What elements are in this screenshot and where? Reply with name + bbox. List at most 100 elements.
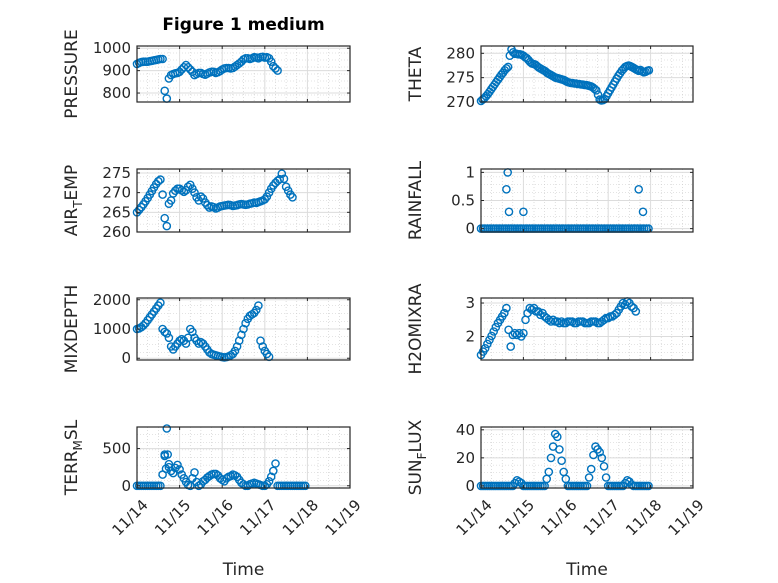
data-point [546, 317, 556, 326]
data-point [586, 464, 596, 474]
data-point [288, 192, 297, 202]
data-point [260, 481, 270, 491]
data-point [489, 327, 499, 336]
data-point [181, 339, 191, 348]
axes-box [136, 426, 351, 489]
y-tick-label: 40 [456, 421, 475, 439]
data-point [499, 308, 509, 318]
data-point [599, 461, 609, 471]
data-point [557, 456, 566, 466]
data-point [610, 310, 619, 320]
y-tick-label: 275 [446, 69, 475, 87]
data-point [241, 318, 250, 328]
axes-box [480, 297, 694, 361]
data-point [173, 460, 182, 470]
data-point [160, 213, 169, 223]
data-point [185, 481, 195, 491]
y-tick-label: 900 [102, 62, 131, 80]
axes-box [480, 45, 694, 103]
data-point [183, 333, 193, 343]
y-axis-label: SUNFLUX [406, 419, 429, 495]
data-point [510, 328, 520, 338]
data-point [139, 321, 148, 330]
data-point [553, 432, 562, 442]
data-point [162, 221, 172, 231]
axes-box [136, 45, 351, 103]
data-point [181, 60, 191, 70]
data-point [247, 310, 257, 319]
y-tick-label: 0 [465, 477, 475, 495]
y-tick-label: 0 [465, 220, 475, 238]
data-point [163, 450, 172, 459]
subplot-mixdepth: 0 1000 2000 MIXDEPTH [62, 285, 351, 373]
y-tick-label: 500 [102, 440, 131, 458]
data-point [491, 322, 501, 332]
data-point [627, 302, 636, 311]
subplot-h2omixra: 2 3 H2OMIXRA [406, 283, 694, 375]
data-point [603, 313, 613, 323]
data-point [268, 61, 278, 71]
x-axis-label: Time [565, 560, 608, 580]
data-point [638, 207, 648, 217]
y-tick-label: 280 [446, 44, 475, 62]
data-point [185, 65, 195, 74]
data-point [162, 329, 172, 338]
data-point [601, 473, 611, 482]
data-point [618, 298, 628, 308]
data-point [268, 466, 278, 476]
y-axis-label: PRESSURE [62, 29, 82, 118]
y-tick-label: 1 [465, 163, 475, 181]
y-tick-label: 3 [465, 294, 475, 312]
y-tick-label: 800 [102, 84, 131, 102]
data-point [504, 325, 513, 335]
data-point [251, 305, 261, 315]
data-point [160, 327, 169, 337]
data-point [480, 343, 490, 353]
y-tick-label: 2000 [93, 291, 131, 309]
data-point [504, 207, 514, 217]
data-point [196, 337, 206, 347]
data-point [237, 330, 246, 340]
data-point [239, 324, 248, 334]
data-point [591, 317, 600, 326]
data-point [503, 62, 513, 72]
data-point [644, 66, 654, 75]
data-point [277, 169, 287, 178]
data-point [592, 86, 601, 95]
data-point [487, 331, 496, 341]
data-point [153, 176, 163, 186]
y-axis-label: RAINFALL [406, 160, 426, 240]
data-point [271, 64, 280, 73]
data-point [502, 184, 511, 194]
data-point [183, 63, 193, 72]
x-axis-label: Time [222, 560, 265, 580]
data-point [161, 464, 171, 474]
data-point [170, 186, 180, 195]
data-point [211, 469, 221, 479]
data-point [519, 328, 528, 338]
data-point [279, 174, 289, 184]
y-axis-label: THETA [406, 46, 426, 102]
figure-title: Figure 1 medium [162, 15, 324, 35]
data-point [160, 86, 169, 96]
data-point [595, 447, 605, 457]
data-point [502, 303, 511, 313]
y-tick-label: 0 [121, 477, 131, 495]
y-tick-label: 2 [465, 328, 475, 346]
y-tick-label: 0.5 [451, 192, 475, 210]
y-tick-label: 20 [456, 449, 475, 467]
data-point [177, 185, 186, 195]
y-tick-label: 1000 [93, 320, 131, 338]
y-tick-label: 275 [102, 164, 131, 182]
data-point [258, 342, 268, 351]
y-tick-label: 265 [102, 203, 131, 221]
data-point [164, 333, 174, 343]
y-tick-label: 270 [102, 184, 131, 202]
data-point [555, 445, 564, 454]
data-point [156, 298, 165, 308]
data-point [555, 318, 564, 328]
data-point [546, 453, 556, 463]
data-point [275, 174, 285, 184]
data-point [544, 467, 554, 477]
